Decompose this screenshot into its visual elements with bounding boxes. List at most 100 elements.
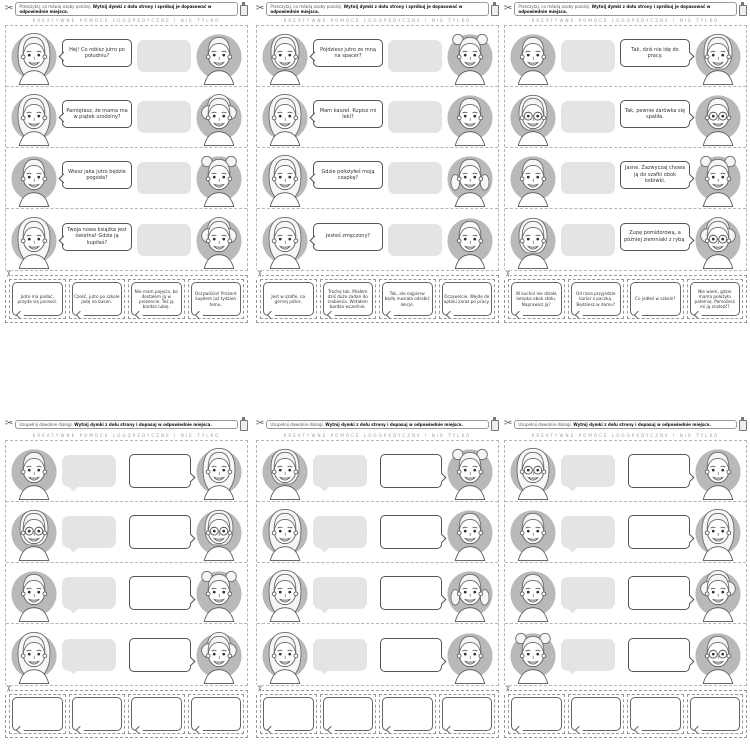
character-avatar-right [444,564,496,623]
character-avatar-right [193,564,245,623]
card-bubble: Tak, ale najpierw będę musiała odrobić l… [382,282,433,316]
worksheet-page-match-dialogs-1: ✂ Przeczytaj, co mówią osoby poniżej. Wyt… [2,2,248,334]
card-bubble [12,697,63,731]
answer-card: W kuchni nie działa lampka obok stołu. N… [508,279,565,319]
speech-bubble: Pamiętasz, że mama ma w piątek urodziny? [62,100,132,128]
character-avatar-left [8,211,60,269]
empty-speech-bubble [380,637,442,672]
dialog-rows: Pójdziesz jutro ze mną na spacer? Mam kas… [256,25,499,271]
character-avatar-left [259,564,311,623]
scissors-icon: ✂ [253,684,264,693]
character-avatar-right [193,211,245,269]
answer-cards: ✂ Jest w szafie, na górnej półce. Trochę t… [253,269,499,323]
character-avatar-left [259,27,311,86]
answer-card: Jutro ma padać, przyda się parasol. [9,279,66,319]
answer-card [260,694,317,734]
answer-card [128,694,185,734]
blank-speech-bubble [561,638,615,671]
answer-card [68,694,125,734]
brand-line: KREATYWNE POMOCE LOGOPEDYCZNE I NIE TYLK… [283,18,472,23]
dialog-row: Tak, dziś nie idę do pracy. [505,26,746,87]
character-avatar-left [8,626,60,684]
answer-card [686,694,743,734]
answer-card: Nie mam pojęcia, bo dostałem ją w prezen… [128,279,185,319]
dialog-row [505,502,746,563]
character-avatar-right [193,442,245,501]
blank-speech-bubble [313,455,367,487]
character-avatar-right [193,503,245,562]
character-avatar-right [193,149,245,208]
empty-speech-bubble [628,576,690,610]
speech-bubble: Zupę pomidorową, a później ziemniaki z r… [620,222,690,251]
page-header: ✂ Uzupełnij dowolnie dialogi. Wytnij dymk… [504,417,747,431]
blank-answer-bubble [561,40,615,72]
character-avatar-right [444,211,496,269]
character-avatar-left [507,626,559,684]
instruction-bold: Wytnij dymki z dołu strony i spróbuj je … [518,4,711,14]
instruction-text: Uzupełnij dowolnie dialogi. Wytnij dymki… [15,419,238,429]
dialog-row: Twoja nowa książka jest świetna! Gdzie j… [6,209,247,270]
empty-speech-bubble [628,454,690,488]
character-avatar-right [692,27,744,86]
card-bubble [511,697,562,731]
answer-cards: ✂ [253,684,499,738]
dialog-rows [256,440,499,686]
scissors-icon: ✂ [5,418,14,429]
scissors-icon: ✂ [256,3,265,14]
speech-bubble: Gdzie położyłeś moją czapkę? [313,161,383,189]
brand-line: KREATYWNE POMOCE LOGOPEDYCZNE I NIE TYLK… [531,18,720,23]
character-avatar-left [8,149,60,208]
glue-bottle-icon [240,2,248,16]
card-bubble: Oczywiście. Wejdę do apteki zaraz po pra… [441,282,492,316]
dialog-row: Zupę pomidorową, a później ziemniaki z r… [505,209,746,270]
dialog-rows [5,440,248,686]
answer-card: Cześć, jutro po szkole jadę na basen. [68,279,125,319]
card-bubble [570,697,621,731]
dialog-row [505,563,746,624]
dialog-row: Pójdziesz jutro ze mną na spacer? [257,26,498,87]
instruction-normal: Uzupełnij dowolnie dialogi. [19,421,73,427]
dialog-row: Gdzie położyłeś moją czapkę? [257,148,498,209]
empty-speech-bubble [380,454,442,488]
answer-card: Oczywiście! Prezent kupiłem już tydzień … [187,279,244,319]
empty-speech-bubble [129,576,191,610]
character-avatar-right [692,88,744,147]
dialog-row [6,563,247,624]
speech-bubble: Jesteś zmęczony? [313,222,383,251]
answer-card: Trochę tak. Miałem dziś dużo zadań do zr… [319,279,376,319]
character-avatar-right [692,564,744,623]
answer-card [508,694,565,734]
blank-answer-bubble [388,162,442,194]
character-avatar-right [692,503,744,562]
blank-speech-bubble [561,516,615,548]
dialog-row [505,624,746,685]
instruction-bold: Wytnij dymki z dołu strony i spróbuj je … [270,4,463,14]
dialog-rows: Hej! Co robisz jutro po południu? Pamięta… [5,25,248,271]
card-bubble [689,697,740,731]
instruction-normal: Przeczytaj, co mówią osoby poniżej. [19,4,92,9]
dialog-rows [504,440,747,686]
dialog-row [257,502,498,563]
blank-speech-bubble [313,577,367,609]
blank-speech-bubble [62,638,116,671]
blank-speech-bubble [313,516,367,548]
dialog-row: Wiesz jaka jutro będzie pogoda? [6,148,247,209]
empty-speech-bubble [380,576,442,610]
instruction-text: Przeczytaj, co mówią osoby poniżej. Wytn… [15,2,238,16]
answer-cards: ✂ W kuchni nie działa lampka obok stołu. … [501,269,747,323]
answer-card: Od rana przyjedzie kurier z paczką. Będz… [567,279,624,319]
page-header: ✂ Uzupełnij dowolnie dialogi. Wytnij dymk… [256,417,499,431]
character-avatar-left [507,27,559,86]
character-avatar-right [692,626,744,684]
dialog-row: Jasne. Zazwyczaj chowa ją do szafki obok… [505,148,746,209]
speech-bubble: Tak, pewnie żarówka się spaliła. [620,100,690,128]
card-bubble [263,697,314,731]
character-avatar-left [507,149,559,208]
scissors-icon: ✂ [256,418,265,429]
card-bubble: Trochę tak. Miałem dziś dużo zadań do zr… [322,282,373,316]
answer-card [567,694,624,734]
scissors-icon: ✂ [2,269,13,278]
instruction-normal: Uzupełnij dowolnie dialogi. [270,421,324,427]
speech-bubble: Twoja nowa książka jest świetna! Gdzie j… [62,222,132,251]
character-avatar-right [193,88,245,147]
